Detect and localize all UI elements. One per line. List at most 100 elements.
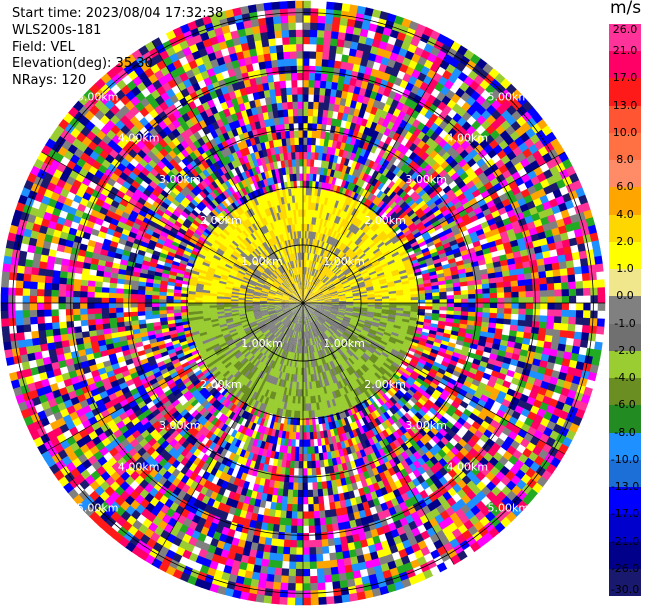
ppi-cell (303, 151, 308, 160)
ppi-cell (349, 280, 357, 286)
ppi-cell (410, 37, 421, 47)
ppi-cell (446, 291, 455, 296)
ppi-cell (304, 382, 308, 390)
ppi-cell (356, 249, 364, 257)
ppi-cell (447, 137, 457, 147)
ppi-cell (339, 194, 345, 203)
ppi-cell (333, 133, 340, 142)
ppi-cell (370, 276, 379, 281)
ppi-cell (307, 144, 312, 153)
ppi-cell (346, 260, 354, 267)
ppi-cell (399, 171, 408, 181)
ppi-cell (310, 22, 319, 31)
ppi-cell (523, 326, 533, 334)
ppi-cell (344, 288, 352, 292)
ppi-cell (303, 230, 305, 239)
ppi-cell (496, 287, 505, 294)
ppi-cell (331, 294, 339, 298)
ppi-cell (303, 15, 312, 23)
ppi-cell (475, 298, 484, 304)
ppi-cell (310, 303, 318, 305)
ppi-cell (314, 278, 320, 286)
ppi-cell (484, 257, 494, 265)
ppi-cell (310, 202, 314, 211)
ppi-cell (325, 153, 331, 162)
ppi-cell (403, 310, 411, 315)
ppi-cell (317, 255, 322, 263)
ppi-cell (310, 151, 316, 160)
ppi-cell (306, 173, 310, 181)
ppi-cell (310, 245, 314, 254)
ppi-cell (396, 303, 404, 306)
ppi-cell (477, 171, 488, 182)
ppi-cell (494, 271, 503, 278)
ppi-cell (317, 304, 325, 307)
ppi-cell (465, 96, 477, 107)
ppi-cell (332, 111, 339, 120)
ppi-cell (338, 217, 344, 226)
ppi-cell (309, 216, 313, 225)
ppi-cell (400, 275, 409, 280)
ppi-cell (489, 287, 498, 294)
ppi-cell (315, 51, 324, 60)
ppi-cell (421, 134, 431, 144)
ppi-cell (324, 300, 332, 302)
ppi-cell (317, 281, 324, 288)
ppi-cell (317, 304, 325, 306)
ppi-cell (333, 279, 341, 285)
ppi-cell (331, 214, 337, 223)
ppi-cell (348, 11, 358, 21)
ppi-cell (430, 170, 440, 180)
ppi-cell (337, 273, 345, 279)
ppi-cell (319, 138, 325, 147)
ppi-cell (314, 269, 318, 277)
ppi-cell (523, 267, 532, 275)
ppi-cell (309, 298, 317, 301)
ppi-cell (355, 260, 363, 267)
ppi-cell (397, 264, 405, 270)
ppi-cell (334, 268, 341, 275)
ppi-cell (430, 251, 439, 258)
ppi-cell (357, 240, 365, 248)
ppi-cell (338, 262, 345, 269)
ppi-cell (379, 202, 388, 211)
ppi-cell (306, 281, 309, 289)
ppi-cell (364, 207, 371, 216)
ppi-cell (565, 260, 575, 269)
ppi-cell (438, 287, 447, 293)
ppi-cell (303, 194, 306, 203)
ppi-cell (326, 260, 332, 268)
ppi-cell (344, 229, 351, 237)
ppi-cell (338, 163, 345, 173)
ppi-cell (390, 235, 399, 243)
ppi-cell (396, 300, 404, 304)
ppi-cell (468, 303, 476, 308)
ppi-cell (352, 168, 359, 177)
ppi-cell (341, 265, 348, 272)
ppi-cell (409, 190, 419, 200)
ppi-cell (365, 250, 374, 257)
ppi-cell (402, 203, 411, 212)
ppi-cell (338, 305, 347, 308)
ppi-cell (460, 290, 469, 295)
ppi-cell (381, 167, 390, 177)
ppi-cell (450, 150, 460, 160)
ppi-cell (304, 223, 308, 232)
ppi-cell (561, 289, 570, 297)
ppi-cell (540, 296, 548, 304)
ppi-cell (309, 65, 316, 74)
ppi-cell (565, 165, 577, 177)
ppi-cell (439, 310, 447, 315)
ppi-cell (357, 282, 366, 287)
ppi-cell (522, 261, 531, 269)
ppi-cell (465, 180, 476, 190)
ppi-cell (437, 248, 446, 256)
ppi-cell (367, 295, 375, 299)
ppi-cell (329, 290, 338, 294)
ppi-cell (381, 176, 389, 185)
ppi-cell (350, 224, 357, 232)
ppi-cell (379, 280, 388, 285)
ppi-cell (554, 296, 563, 304)
ppi-cell (399, 250, 408, 257)
ppi-cell (346, 300, 354, 302)
